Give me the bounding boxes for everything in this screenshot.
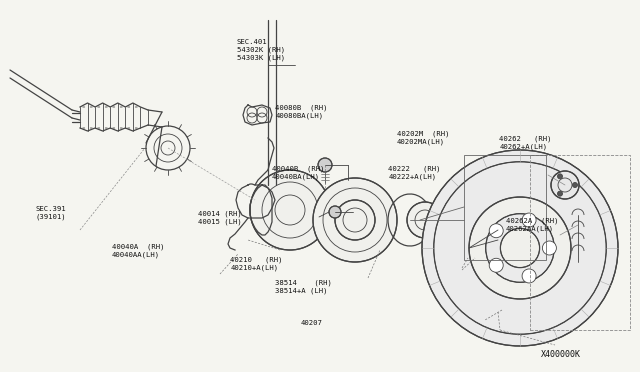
Circle shape <box>557 191 563 196</box>
Text: 40080B  (RH)
40080BA(LH): 40080B (RH) 40080BA(LH) <box>275 104 328 119</box>
Text: 40262A  (RH)
40262AA(LH): 40262A (RH) 40262AA(LH) <box>506 218 558 232</box>
Circle shape <box>446 239 454 247</box>
Text: 40207: 40207 <box>301 320 323 326</box>
Circle shape <box>522 213 536 227</box>
Circle shape <box>313 178 397 262</box>
Circle shape <box>486 214 554 282</box>
Circle shape <box>500 228 540 267</box>
Circle shape <box>407 202 443 238</box>
Circle shape <box>486 226 494 234</box>
Circle shape <box>434 162 606 334</box>
Text: 40202M  (RH)
40202MA(LH): 40202M (RH) 40202MA(LH) <box>397 130 449 145</box>
Circle shape <box>489 258 503 272</box>
Circle shape <box>446 213 454 221</box>
Bar <box>464 155 546 260</box>
Text: 40040B  (RH)
40040BA(LH): 40040B (RH) 40040BA(LH) <box>272 166 324 180</box>
Circle shape <box>318 158 332 172</box>
Circle shape <box>469 197 571 299</box>
Text: SEC.401
54302K (RH)
54303K (LH): SEC.401 54302K (RH) 54303K (LH) <box>237 39 285 61</box>
Text: SEC.391
(39101): SEC.391 (39101) <box>35 206 66 221</box>
Circle shape <box>438 200 498 260</box>
Circle shape <box>422 150 618 346</box>
Circle shape <box>551 171 579 199</box>
Circle shape <box>250 170 330 250</box>
Text: 40262   (RH)
40262+A(LH): 40262 (RH) 40262+A(LH) <box>499 136 552 150</box>
Circle shape <box>489 224 503 238</box>
Text: 40014 (RH)
40015 (LH): 40014 (RH) 40015 (LH) <box>198 210 242 225</box>
Text: X400000K: X400000K <box>541 350 581 359</box>
Circle shape <box>471 247 479 255</box>
Circle shape <box>335 200 375 240</box>
Circle shape <box>522 269 536 283</box>
Text: 40222   (RH)
40222+A(LH): 40222 (RH) 40222+A(LH) <box>388 166 441 180</box>
Text: 38514    (RH)
38514+A (LH): 38514 (RH) 38514+A (LH) <box>275 279 332 294</box>
Circle shape <box>471 205 479 213</box>
Text: 40210   (RH)
40210+A(LH): 40210 (RH) 40210+A(LH) <box>230 257 283 271</box>
Circle shape <box>329 206 341 218</box>
Text: 40040A  (RH)
40040AA(LH): 40040A (RH) 40040AA(LH) <box>112 244 164 258</box>
Circle shape <box>543 241 556 255</box>
Bar <box>530 155 630 330</box>
Circle shape <box>573 183 577 187</box>
Circle shape <box>557 174 563 179</box>
